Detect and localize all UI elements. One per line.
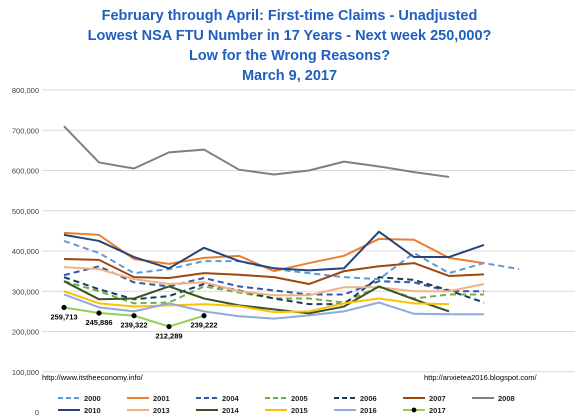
series-line-2000 <box>63 239 520 281</box>
marker-2017-3 <box>166 323 172 330</box>
gridlines <box>42 89 575 373</box>
legend-label-2007: 2007 <box>429 394 446 403</box>
chart-subtitle-question: Low for the Wrong Reasons? <box>188 48 391 64</box>
y-tick-label: 600,000 <box>12 167 39 176</box>
series-line-2004 <box>63 265 484 296</box>
y-tick-label: 300,000 <box>12 287 39 296</box>
legend-label-2006: 2006 <box>360 394 377 403</box>
marker-2017-0 <box>61 304 67 311</box>
series-line-2016 <box>63 293 484 320</box>
data-label: 212,289 <box>155 332 182 341</box>
series-line-2010 <box>63 230 485 272</box>
legend-label-2000: 2000 <box>84 394 101 403</box>
marker-2017-4 <box>201 313 207 319</box>
y-tick-label: 100,000 <box>12 368 39 377</box>
series-line-2005 <box>63 280 484 305</box>
source-left: http://www.itstheeconomy.info/ <box>42 373 143 382</box>
legend-marker-2017 <box>411 407 417 413</box>
series-line-2013 <box>63 266 485 297</box>
y-tick-label: 0 <box>35 408 39 417</box>
series-markers <box>61 304 207 330</box>
y-tick-label: 800,000 <box>12 86 39 95</box>
source-right: http://anxietea2016.blogspot.com/ <box>424 373 537 382</box>
series-line-2008 <box>63 125 450 178</box>
y-tick-label: 700,000 <box>12 126 39 135</box>
data-labels: 259,713 245,886 239,322 212,289 239,222 <box>50 312 217 340</box>
marker-2017-1 <box>96 310 102 316</box>
legend-label-2017: 2017 <box>429 406 446 415</box>
marker-2017-2 <box>131 313 137 319</box>
chart-subtitle: Lowest NSA FTU Number in 17 Years - Next… <box>87 28 492 44</box>
legend-label-2013: 2013 <box>153 406 170 415</box>
series-line-2015 <box>63 290 450 314</box>
legend-label-2008: 2008 <box>498 394 515 403</box>
y-tick-label: 500,000 <box>12 207 39 216</box>
series-line-2001 <box>63 231 485 273</box>
legend-label-2015: 2015 <box>291 406 308 415</box>
y-axis-ticks: 0 100,000 200,000 300,000 400,000 500,000 600,… <box>12 86 39 417</box>
legend: 2000 2001 2004 2005 2006 2007 2008 2010 2013 2014… <box>58 394 515 415</box>
legend-label-2001: 2001 <box>153 394 170 403</box>
legend-label-2016: 2016 <box>360 406 377 415</box>
series-line-2014 <box>63 280 450 315</box>
legend-label-2014: 2014 <box>222 406 240 415</box>
chart-title: February through April: First-time Claim… <box>101 8 478 24</box>
data-label: 245,886 <box>85 318 112 327</box>
data-label: 239,322 <box>120 321 147 330</box>
legend-label-2005: 2005 <box>291 394 308 403</box>
y-tick-label: 200,000 <box>12 328 39 337</box>
legend-label-2004: 2004 <box>222 394 240 403</box>
series-line-2007 <box>63 258 485 286</box>
data-label: 239,222 <box>190 321 217 330</box>
y-tick-label: 400,000 <box>12 247 39 256</box>
chart-date: March 9, 2017 <box>241 68 338 84</box>
legend-label-2010: 2010 <box>84 406 101 415</box>
series-lines <box>63 125 520 328</box>
data-label: 259,713 <box>50 312 77 321</box>
